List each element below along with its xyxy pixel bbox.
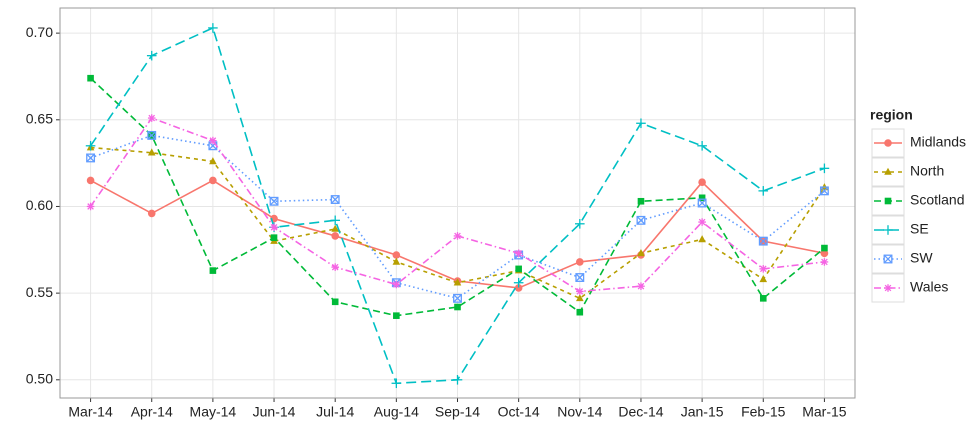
x-tick-label: Mar-15 — [802, 404, 847, 420]
x-tick-label: Nov-14 — [557, 404, 602, 420]
marker — [269, 196, 279, 206]
marker — [85, 141, 96, 151]
marker — [636, 118, 646, 129]
marker — [576, 308, 584, 316]
marker — [270, 223, 278, 232]
y-tick-label: 0.60 — [26, 197, 53, 213]
marker — [514, 284, 523, 292]
legend-label: Scotland — [910, 192, 964, 208]
marker — [86, 153, 96, 163]
marker — [453, 278, 462, 286]
marker — [819, 186, 829, 196]
marker — [758, 236, 768, 246]
x-tick-label: Mar-14 — [68, 404, 113, 420]
legend-marker — [883, 254, 893, 264]
legend-marker — [884, 139, 892, 147]
x-tick-label: Aug-14 — [374, 404, 419, 420]
marker — [392, 280, 401, 289]
legend-marker — [884, 284, 892, 292]
marker — [209, 176, 217, 185]
x-tick-label: Apr-14 — [131, 404, 173, 420]
y-tick-label: 0.70 — [26, 24, 53, 40]
legend-label: Wales — [910, 279, 948, 295]
plot-border — [59, 7, 856, 399]
marker — [697, 198, 707, 208]
marker — [759, 265, 768, 273]
marker — [393, 312, 400, 319]
x-tick-label: Sep-14 — [435, 404, 480, 420]
marker — [331, 232, 339, 240]
marker — [698, 218, 706, 226]
marker — [637, 197, 645, 205]
marker — [513, 277, 524, 288]
marker — [697, 141, 707, 151]
marker — [392, 251, 401, 259]
marker — [147, 148, 156, 156]
y-tick-label: 0.55 — [26, 284, 53, 300]
marker — [209, 267, 217, 274]
marker — [759, 295, 767, 302]
marker — [576, 258, 584, 266]
marker — [454, 303, 461, 311]
marker — [86, 176, 95, 185]
x-tick-label: Jun-14 — [253, 404, 296, 420]
marker — [819, 163, 830, 174]
legend-label: SE — [910, 221, 929, 237]
marker — [331, 224, 339, 232]
marker — [330, 195, 340, 204]
marker — [759, 274, 768, 283]
legend-marker — [883, 225, 893, 235]
marker — [698, 178, 706, 186]
legend-marker — [884, 167, 892, 175]
marker — [392, 257, 401, 265]
marker — [758, 186, 769, 196]
x-tick-label: Jan-15 — [681, 404, 724, 420]
x-tick-label: Jul-14 — [316, 404, 354, 420]
marker — [514, 249, 523, 258]
x-tick-label: May-14 — [190, 404, 237, 420]
legend-marker — [884, 197, 892, 205]
marker — [209, 136, 217, 145]
marker — [330, 215, 340, 226]
marker — [270, 234, 278, 241]
marker — [208, 23, 218, 33]
marker — [331, 263, 339, 271]
y-tick-label: 0.50 — [26, 371, 53, 387]
marker — [391, 378, 402, 389]
marker — [331, 298, 339, 306]
marker — [147, 209, 156, 218]
marker — [87, 74, 94, 82]
marker — [576, 287, 584, 296]
marker — [515, 265, 522, 273]
legend-label: North — [910, 163, 944, 179]
y-tick-label: 0.65 — [26, 111, 53, 127]
marker — [636, 215, 646, 225]
marker — [147, 114, 156, 122]
marker — [575, 219, 585, 229]
marker — [453, 293, 462, 303]
marker — [821, 244, 828, 252]
legend-label: SW — [910, 250, 933, 266]
marker — [86, 202, 95, 211]
x-tick-label: Oct-14 — [498, 404, 540, 420]
marker — [146, 50, 157, 61]
x-tick-label: Feb-15 — [741, 404, 786, 420]
x-tick-label: Dec-14 — [618, 404, 663, 420]
marker — [452, 375, 463, 385]
marker — [637, 282, 645, 290]
marker — [575, 273, 585, 282]
marker — [147, 130, 157, 140]
marker — [637, 248, 645, 257]
marker — [698, 235, 706, 243]
legend-title: region — [870, 107, 913, 123]
marker — [576, 294, 584, 302]
marker — [698, 194, 706, 202]
legend-label: Midlands — [910, 134, 966, 150]
marker — [453, 232, 462, 240]
marker — [209, 157, 217, 165]
marker — [820, 258, 829, 266]
